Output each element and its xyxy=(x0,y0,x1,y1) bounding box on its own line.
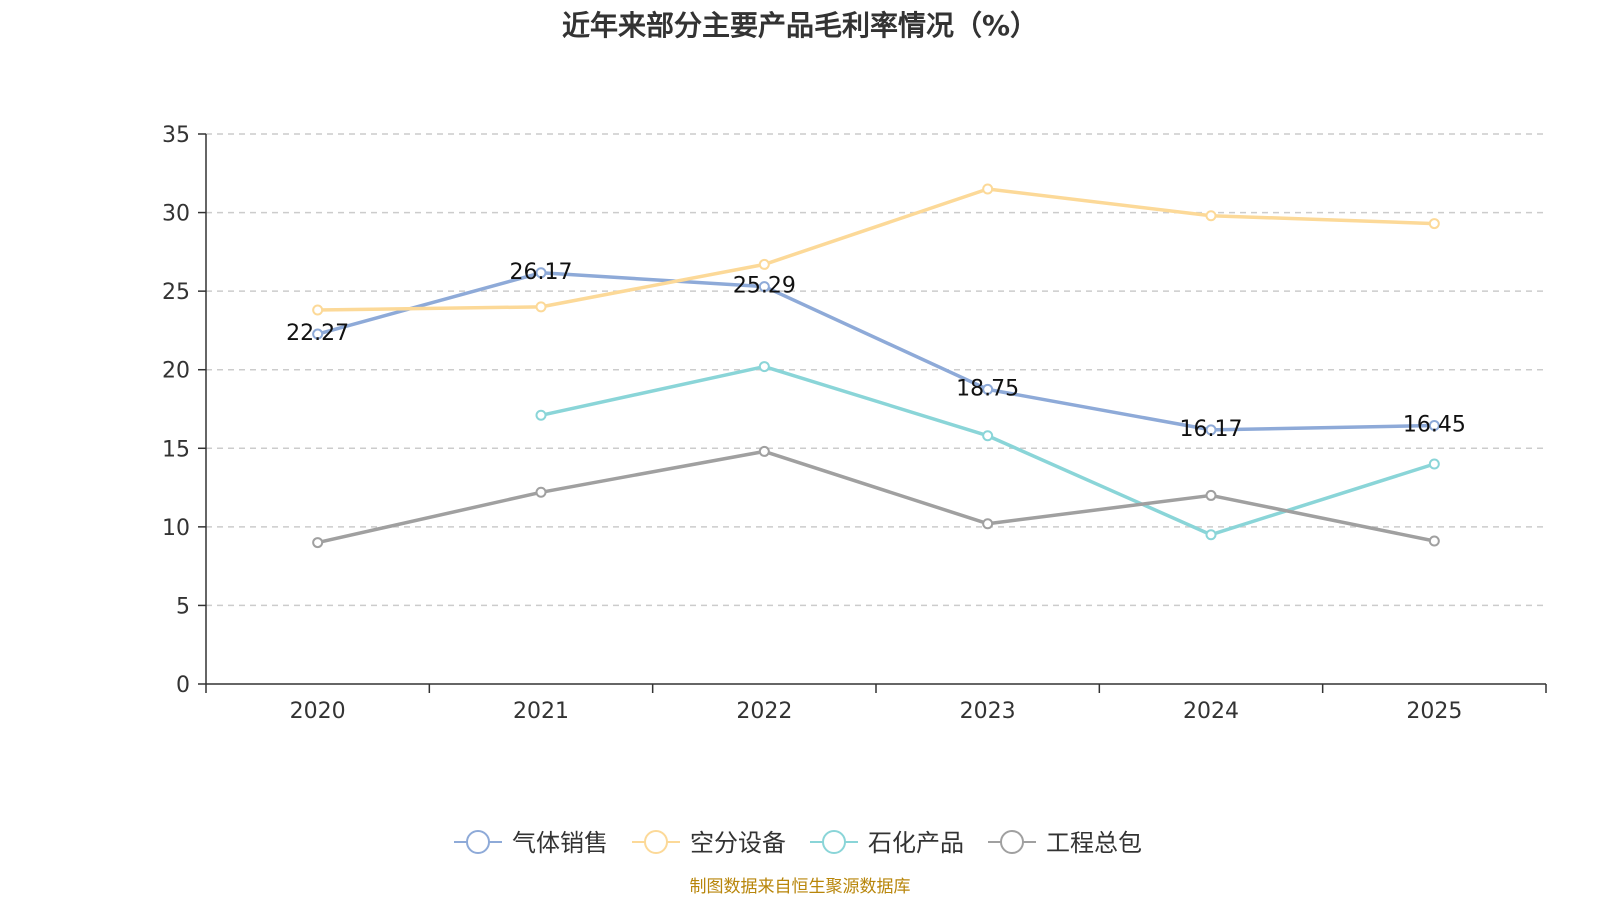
data-label: 16.45 xyxy=(1403,413,1466,438)
series-line xyxy=(317,271,1435,432)
legend-label: 气体销售 xyxy=(512,829,608,857)
x-tick-label: 2021 xyxy=(513,699,569,724)
data-point xyxy=(535,409,547,421)
data-label: 26.17 xyxy=(510,260,573,285)
legend-marker xyxy=(466,830,490,854)
data-point xyxy=(758,445,770,457)
x-tick-label: 2023 xyxy=(960,699,1016,724)
legend-item: 工程总包 xyxy=(988,829,1142,857)
data-point xyxy=(1205,424,1217,436)
x-tick-label: 2020 xyxy=(290,699,346,724)
data-point xyxy=(982,183,994,195)
data-point xyxy=(982,383,994,395)
y-tick-label: 20 xyxy=(162,359,190,384)
data-label: 25.29 xyxy=(733,274,796,299)
data-point xyxy=(982,430,994,442)
legend-marker xyxy=(644,830,668,854)
y-tick-label: 10 xyxy=(162,516,190,541)
data-point xyxy=(1205,529,1217,541)
data-point xyxy=(758,361,770,373)
grid-lines xyxy=(206,133,1546,607)
data-point xyxy=(982,518,994,530)
series-lines xyxy=(312,183,1440,549)
chart-title: 近年来部分主要产品毛利率情况（%） xyxy=(561,9,1039,42)
data-point xyxy=(1428,535,1440,547)
legend-label: 工程总包 xyxy=(1046,829,1142,857)
legend-label: 空分设备 xyxy=(690,829,786,857)
legend: 气体销售 空分设备 石化产品 工程总包 xyxy=(454,829,1142,857)
data-labels: 22.27 26.17 25.29 18.75 16.17 16.45 xyxy=(286,260,1466,442)
data-point xyxy=(1205,489,1217,501)
data-point xyxy=(312,537,324,549)
source-note: 制图数据来自恒生聚源数据库 xyxy=(689,877,911,897)
data-label: 22.27 xyxy=(286,321,349,346)
series-line xyxy=(317,187,1435,312)
y-tick-label: 5 xyxy=(176,594,190,619)
data-label: 16.17 xyxy=(1180,417,1243,442)
legend-item: 空分设备 xyxy=(632,829,786,857)
legend-item: 石化产品 xyxy=(810,829,964,857)
data-point xyxy=(758,258,770,270)
data-point xyxy=(312,304,324,316)
y-tick-label: 35 xyxy=(162,123,190,148)
data-point xyxy=(1205,210,1217,222)
legend-marker xyxy=(822,830,846,854)
y-tick-label: 15 xyxy=(162,437,190,462)
data-point xyxy=(1428,420,1440,431)
data-point xyxy=(758,281,770,293)
x-tick-label: 2022 xyxy=(736,699,792,724)
y-tick-label: 25 xyxy=(162,280,190,305)
data-point xyxy=(535,267,547,279)
data-point xyxy=(1428,218,1440,230)
y-tick-label: 0 xyxy=(176,673,190,698)
data-label: 18.75 xyxy=(956,376,1019,401)
x-tick-label: 2024 xyxy=(1183,699,1239,724)
legend-marker xyxy=(1000,830,1024,854)
x-tick-label: 2025 xyxy=(1406,699,1462,724)
series-line xyxy=(317,449,1435,545)
legend-item: 气体销售 xyxy=(454,829,608,857)
data-point xyxy=(1428,458,1440,470)
data-point xyxy=(535,486,547,498)
data-point xyxy=(312,328,324,340)
y-tick-label: 30 xyxy=(162,202,190,227)
legend-label: 石化产品 xyxy=(868,829,964,857)
data-point xyxy=(535,301,547,313)
